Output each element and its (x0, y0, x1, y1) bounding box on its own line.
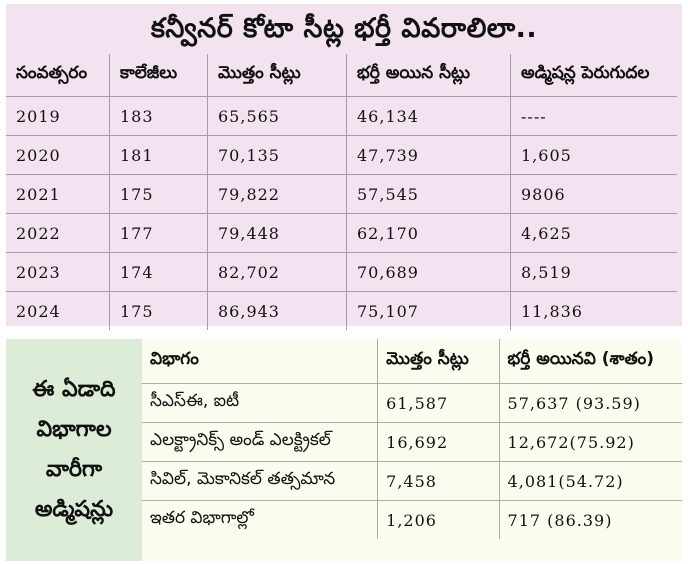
cell-total-seats: 82,702 (207, 252, 347, 292)
table-header-row: విభాగం మొత్తం సీట్లు భర్తీ అయినవి (శాతం) (142, 339, 682, 384)
heading-line: అడ్మిషన్లు (34, 497, 114, 522)
cell-increase: 11,836 (510, 291, 677, 330)
cell-colleges: 175 (109, 174, 208, 214)
cell-total-seats: 79,448 (207, 213, 347, 253)
cell-branch: సివిల్, మెకానికల్ తత్సమాన (142, 461, 378, 501)
cell-filled-seats: 62,170 (346, 213, 511, 253)
heading-line: వారీగా (45, 457, 103, 482)
cell-branch: సీఎస్ఈ, ఐటీ (142, 383, 378, 423)
cell-increase: ---- (510, 96, 677, 136)
cell-year: 2020 (6, 135, 110, 175)
cell-total-seats: 7,458 (377, 461, 500, 501)
table-row: సీఎస్ఈ, ఐటీ 61,587 57,637 (93.59) (142, 383, 682, 423)
cell-increase: 1,605 (510, 135, 677, 175)
cell-total-seats: 16,692 (377, 422, 500, 462)
header-branch: విభాగం (142, 339, 378, 384)
header-total-seats: మొత్తం సీట్లు (377, 339, 500, 384)
table-row: 2020 181 70,135 47,739 1,605 (6, 135, 677, 175)
table-row: ఇతర విభాగాల్లో 1,206 717 (86.39) (142, 500, 682, 539)
cell-filled-seats: 46,134 (346, 96, 511, 136)
table-header-row: సంవత్సరం కాలేజీలు మొత్తం సీట్లు భర్తీ అయ… (6, 54, 677, 97)
header-filled-seats: భర్తీ అయిన సీట్లు (346, 54, 511, 97)
cell-year: 2021 (6, 174, 110, 214)
cell-filled-seats: 47,739 (346, 135, 511, 175)
cell-filled-percent: 12,672(75.92) (498, 422, 682, 462)
table-row: 2022 177 79,448 62,170 4,625 (6, 213, 677, 253)
table-row: 2023 174 82,702 70,689 8,519 (6, 252, 677, 292)
header-admission-increase: అడ్మిషన్ల పెరుగుదల (510, 54, 677, 97)
branch-table-wrapper: విభాగం మొత్తం సీట్లు భర్తీ అయినవి (శాతం)… (142, 339, 682, 561)
cell-increase: 9806 (510, 174, 677, 214)
cell-colleges: 183 (109, 96, 208, 136)
cell-colleges: 181 (109, 135, 208, 175)
cell-total-seats: 65,565 (207, 96, 347, 136)
cell-year: 2019 (6, 96, 110, 136)
header-year: సంవత్సరం (6, 54, 110, 97)
branch-seats-table: విభాగం మొత్తం సీట్లు భర్తీ అయినవి (శాతం)… (142, 339, 682, 539)
table-row: సివిల్, మెకానికల్ తత్సమాన 7,458 4,081(54… (142, 461, 682, 501)
cell-colleges: 177 (109, 213, 208, 253)
convener-quota-panel: కన్వీనర్ కోటా సీట్ల భర్తీ వివరాలిలా.. సం… (6, 4, 682, 330)
heading-line: ఈ ఏడాది (32, 377, 116, 402)
cell-total-seats: 70,135 (207, 135, 347, 175)
cell-filled-seats: 75,107 (346, 291, 511, 330)
cell-branch: ఇతర విభాగాల్లో (150, 508, 254, 528)
cell-colleges: 175 (109, 291, 208, 330)
table-row: 2021 175 79,822 57,545 9806 (6, 174, 677, 214)
header-filled-percent: భర్తీ అయినవి (శాతం) (498, 339, 682, 384)
heading-line: విభాగాల (36, 417, 112, 442)
cell-total-seats: 79,822 (207, 174, 347, 214)
page-title: కన్వీనర్ కోటా సీట్ల భర్తీ వివరాలిలా.. (150, 13, 538, 44)
cell-filled-seats: 57,545 (346, 174, 511, 214)
table-row: 2024 175 86,943 75,107 11,836 (6, 291, 677, 330)
cell-increase: 8,519 (510, 252, 677, 292)
cell-year: 2024 (16, 301, 61, 321)
branch-admissions-heading: ఈ ఏడాది విభాగాల వారీగా అడ్మిషన్లు (6, 339, 142, 561)
cell-filled-seats: 70,689 (346, 252, 511, 292)
cell-year: 2023 (6, 252, 110, 292)
cell-filled-percent: 717 (86.39) (498, 500, 682, 539)
cell-filled-percent: 57,637 (93.59) (498, 383, 682, 423)
branch-admissions-panel: ఈ ఏడాది విభాగాల వారీగా అడ్మిషన్లు విభాగం… (6, 339, 682, 561)
cell-total-seats: 61,587 (377, 383, 500, 423)
cell-colleges: 174 (109, 252, 208, 292)
cell-filled-percent: 4,081(54.72) (498, 461, 682, 501)
cell-total-seats: 86,943 (207, 291, 347, 330)
table-row: ఎలక్ట్రానిక్స్ అండ్ ఎలక్ట్రికల్ 16,692 1… (142, 422, 682, 462)
yearly-seats-table: సంవత్సరం కాలేజీలు మొత్తం సీట్లు భర్తీ అయ… (6, 54, 677, 330)
table-row: 2019 183 65,565 46,134 ---- (6, 96, 677, 136)
header-colleges: కాలేజీలు (109, 54, 208, 97)
cell-total-seats: 1,206 (377, 500, 500, 539)
cell-increase: 4,625 (510, 213, 677, 253)
header-total-seats: మొత్తం సీట్లు (207, 54, 347, 97)
cell-branch: ఎలక్ట్రానిక్స్ అండ్ ఎలక్ట్రికల్ (142, 422, 378, 462)
cell-year: 2022 (6, 213, 110, 253)
